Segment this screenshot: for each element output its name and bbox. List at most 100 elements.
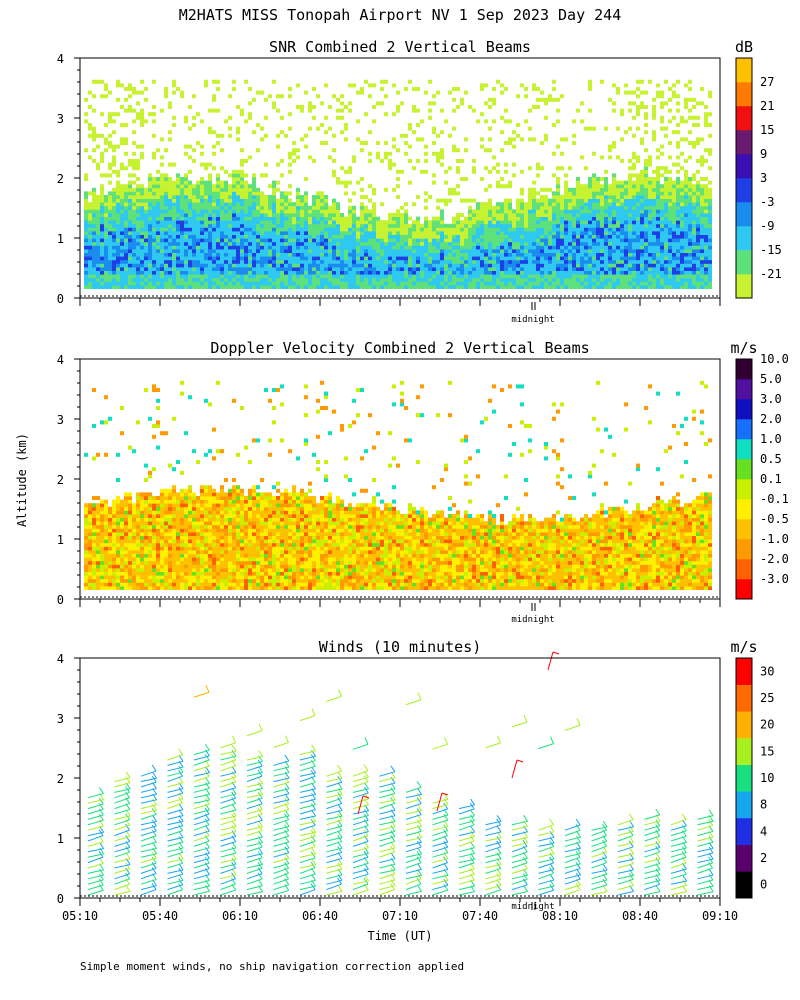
snr-cell bbox=[548, 270, 552, 275]
snr-cell bbox=[448, 227, 452, 232]
snr-cell bbox=[668, 195, 672, 199]
snr-cell bbox=[132, 173, 136, 178]
snr-cell bbox=[700, 263, 704, 268]
snr-cell bbox=[160, 213, 164, 217]
snr-cell bbox=[368, 256, 372, 261]
snr-cell bbox=[204, 202, 208, 207]
snr-cell bbox=[580, 263, 584, 268]
snr-cell bbox=[244, 205, 248, 210]
snr-cell bbox=[280, 213, 284, 217]
snr-cell bbox=[140, 123, 144, 127]
snr-cell bbox=[400, 241, 404, 246]
snr-cell bbox=[148, 180, 152, 185]
snr-cell bbox=[692, 249, 696, 253]
snr-cell bbox=[644, 231, 648, 235]
snr-cell bbox=[204, 234, 208, 239]
snr-cell bbox=[360, 285, 364, 289]
snr-cell bbox=[332, 227, 336, 232]
snr-cell bbox=[412, 220, 416, 225]
snr-cell bbox=[368, 151, 372, 156]
snr-cell bbox=[260, 249, 264, 253]
snr-cell bbox=[140, 227, 144, 232]
snr-cell bbox=[648, 159, 652, 163]
snr-cell bbox=[648, 184, 652, 189]
snr-cell bbox=[348, 209, 352, 214]
snr-cell bbox=[124, 137, 128, 142]
snr-cell bbox=[304, 220, 308, 225]
snr-cell bbox=[172, 281, 176, 286]
snr-cell bbox=[344, 216, 348, 221]
snr-cell bbox=[284, 234, 288, 239]
snr-cell bbox=[652, 177, 656, 181]
snr-cell bbox=[612, 220, 616, 225]
snr-cell bbox=[516, 267, 520, 271]
snr-cell bbox=[132, 285, 136, 289]
snr-cell bbox=[656, 166, 660, 171]
snr-cell bbox=[692, 144, 696, 149]
snr-cell bbox=[376, 223, 380, 228]
snr-cell bbox=[168, 209, 172, 214]
snr-cell bbox=[96, 252, 100, 257]
snr-cell bbox=[120, 227, 124, 232]
snr-cell bbox=[296, 83, 300, 88]
snr-cell bbox=[596, 259, 600, 264]
snr-cell bbox=[184, 195, 188, 199]
snr-cell bbox=[328, 245, 332, 250]
snr-cell bbox=[688, 191, 692, 196]
snr-cell bbox=[684, 259, 688, 264]
snr-cell bbox=[184, 216, 188, 221]
snr-cell bbox=[220, 238, 224, 243]
snr-cell bbox=[132, 205, 136, 210]
snr-cell bbox=[216, 216, 220, 221]
snr-cell bbox=[580, 231, 584, 235]
snr-cell bbox=[648, 256, 652, 261]
snr-cell bbox=[608, 187, 612, 192]
snr-cell bbox=[624, 234, 628, 239]
snr-cell bbox=[564, 274, 568, 279]
snr-cell bbox=[560, 213, 564, 217]
snr-cell bbox=[480, 223, 484, 228]
snr-cell bbox=[424, 227, 428, 232]
snr-cell bbox=[236, 216, 240, 221]
snr-cell bbox=[220, 180, 224, 185]
snr-cell bbox=[128, 195, 132, 199]
snr-cell bbox=[224, 220, 228, 225]
snr-cell bbox=[276, 267, 280, 271]
snr-cell bbox=[600, 267, 604, 271]
snr-cell bbox=[236, 270, 240, 275]
snr-cell bbox=[320, 241, 324, 246]
snr-cell bbox=[680, 115, 684, 120]
snr-cell bbox=[284, 213, 288, 217]
snr-cell bbox=[624, 90, 628, 95]
snr-cell bbox=[380, 252, 384, 257]
snr-cell bbox=[384, 141, 388, 145]
snr-cell bbox=[400, 169, 404, 174]
snr-cell bbox=[696, 159, 700, 163]
snr-cell bbox=[340, 223, 344, 228]
snr-cell bbox=[616, 191, 620, 196]
snr-cell bbox=[648, 281, 652, 286]
snr-cell bbox=[236, 213, 240, 217]
snr-cell bbox=[468, 285, 472, 289]
snr-cell bbox=[660, 216, 664, 221]
snr-cell bbox=[112, 274, 116, 279]
snr-cell bbox=[608, 223, 612, 228]
snr-cell bbox=[512, 209, 516, 214]
snr-cell bbox=[432, 130, 436, 135]
snr-cell bbox=[108, 133, 112, 138]
snr-cell bbox=[160, 252, 164, 257]
snr-cell bbox=[152, 187, 156, 192]
snr-cell bbox=[324, 209, 328, 214]
snr-cell bbox=[624, 195, 628, 199]
snr-cell bbox=[496, 274, 500, 279]
snr-cell bbox=[692, 195, 696, 199]
snr-cell bbox=[460, 285, 464, 289]
snr-cell bbox=[332, 238, 336, 243]
snr-cell bbox=[352, 285, 356, 289]
snr-cell bbox=[460, 101, 464, 106]
snr-cell bbox=[632, 216, 636, 221]
snr-cell bbox=[680, 198, 684, 203]
snr-cell bbox=[600, 209, 604, 214]
snr-cell bbox=[600, 191, 604, 196]
snr-cell bbox=[140, 223, 144, 228]
